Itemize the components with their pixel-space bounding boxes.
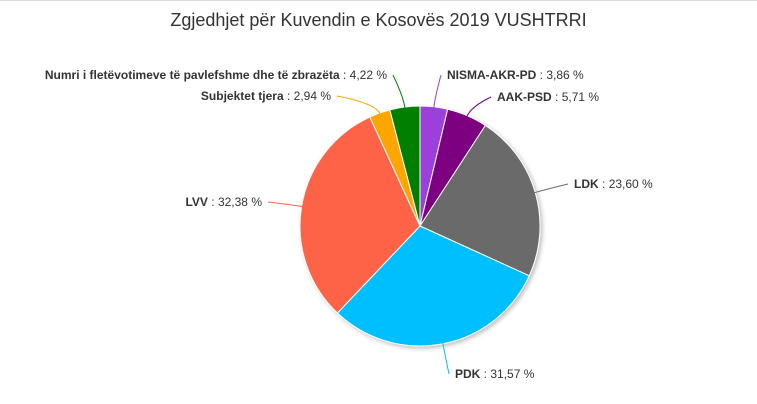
data-label-name: Numri i fletëvotimeve të pavlefshme dhe … [45,68,340,82]
data-label-value: 2,94 % [294,89,332,103]
data-label-name: NISMA-AKR-PD [447,68,537,82]
connector-lvv [267,201,303,208]
pie-labels: NISMA-AKR-PD : 3,86 % AAK-PSD : 5,71 % LDK… [45,68,653,381]
data-label-lvv: LVV : 32,38 % [185,195,262,209]
data-label-numri-i-fletevotimeve-te-pavlefshme-dhe-te-zbrazeta: Numri i fletëvotimeve të pavlefshme dhe … [45,68,387,82]
connector-pdk [442,342,450,375]
data-label-ldk: LDK : 23,60 % [574,177,653,191]
pie-slices [299,105,541,347]
chart-title: Zgjedhjet për Kuvendin e Kosovës 2019 VU… [170,10,587,30]
data-label-name: Subjektet tjera [201,89,284,103]
data-label-aak-psd: AAK-PSD : 5,71 % [497,90,599,104]
connector-nisma-akr-pd [433,74,442,108]
data-label-name: PDK [455,367,481,381]
data-label-separator: : [552,90,562,104]
data-label-value: 23,60 % [609,177,653,191]
connector-aak-psd [466,96,492,117]
data-label-separator: : [480,367,490,381]
top-divider [0,0,757,1]
data-label-pdk: PDK : 31,57 % [455,367,535,381]
connector-ldk [534,183,569,194]
connector-numri-i-fletevotimeve-te-pavlefshme-dhe-te-zbrazeta [392,74,406,109]
data-label-separator: : [536,68,546,82]
data-label-value: 31,57 % [490,367,534,381]
data-label-name: LDK [574,177,599,191]
data-label-separator: : [284,89,294,103]
connector-subjektet-tjera [336,95,381,115]
data-label-value: 32,38 % [218,195,262,209]
data-label-value: 4,22 % [350,68,388,82]
data-label-value: 3,86 % [546,68,584,82]
data-label-separator: : [340,68,350,82]
data-label-name: LVV [185,195,207,209]
data-label-separator: : [599,177,609,191]
data-label-value: 5,71 % [562,90,600,104]
data-label-subjektet-tjera: Subjektet tjera : 2,94 % [201,89,331,103]
data-label-nisma-akr-pd: NISMA-AKR-PD : 3,86 % [447,68,584,82]
data-label-name: AAK-PSD [497,90,552,104]
data-label-separator: : [208,195,218,209]
